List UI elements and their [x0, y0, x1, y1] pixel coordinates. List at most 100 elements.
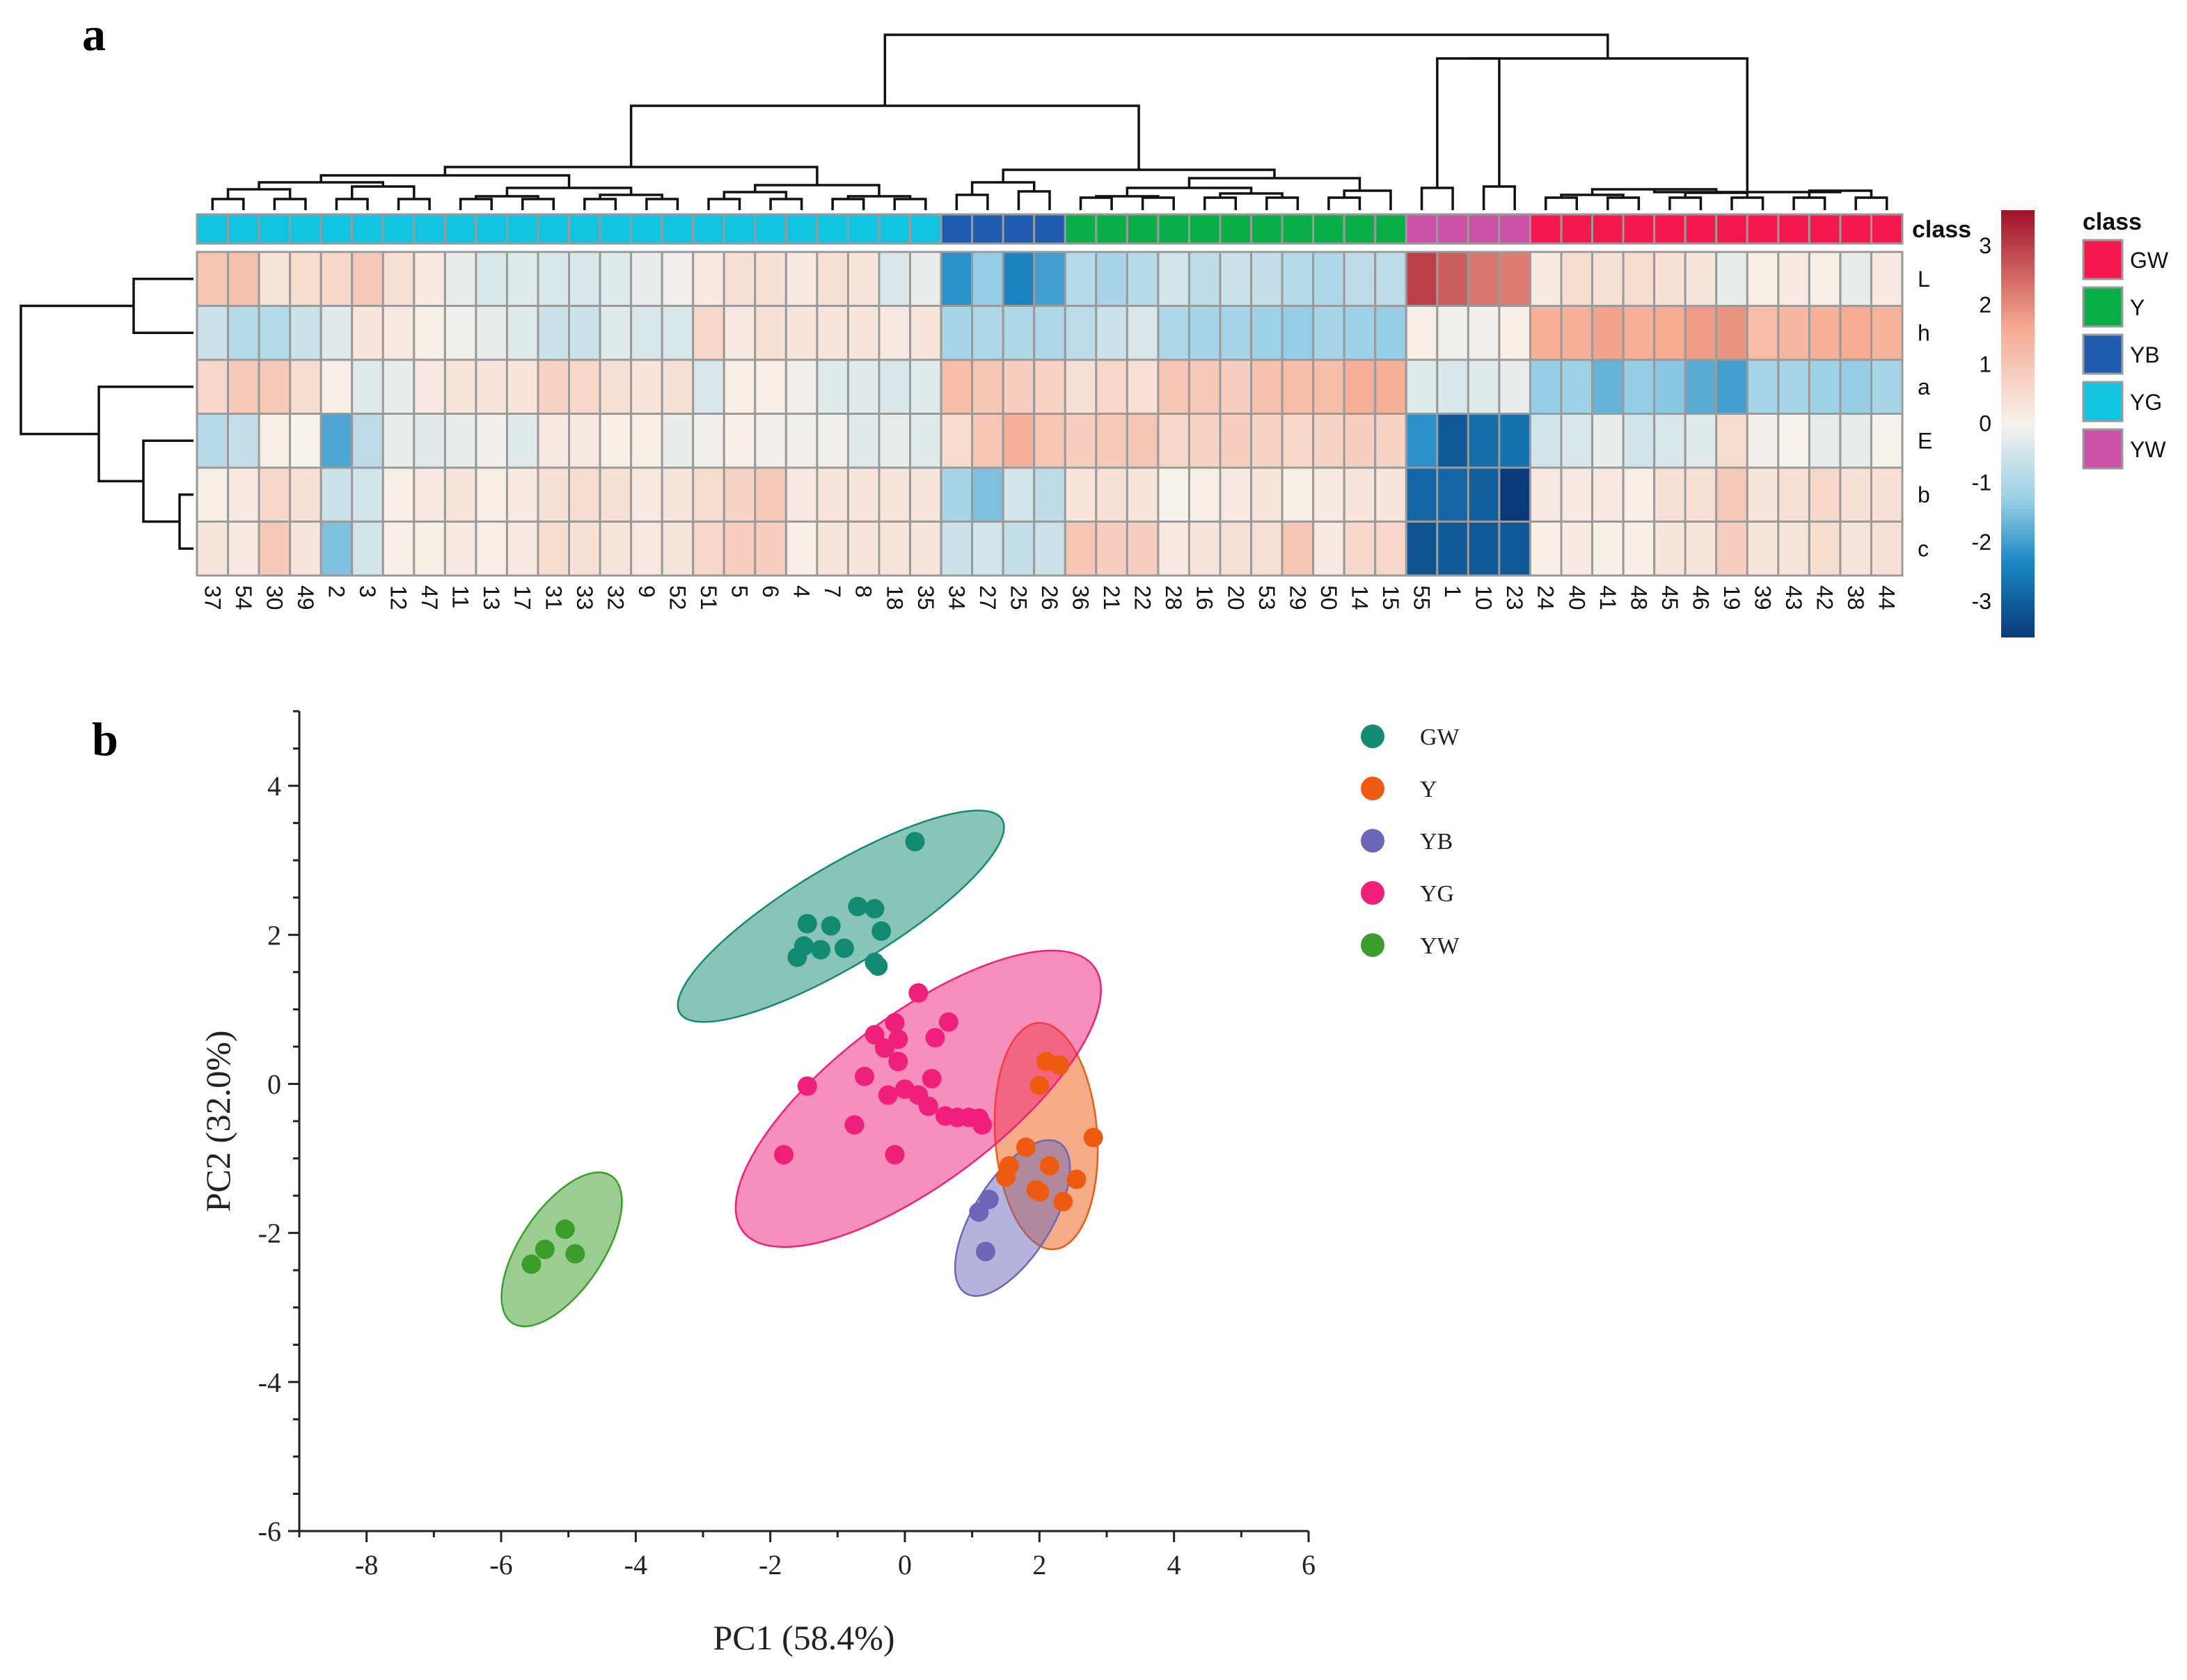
heatmap-cell: [599, 251, 633, 307]
heatmap-cell: [630, 251, 663, 307]
heatmap-cell: [475, 251, 508, 307]
class-bar-cell: [351, 213, 384, 245]
heatmap-cell: [227, 466, 260, 523]
heatmap-cell: [1684, 251, 1718, 307]
class-bar-cell: [940, 213, 974, 245]
colorbar-step: [2001, 597, 2035, 602]
heatmap-column-label: 43: [1781, 585, 1806, 610]
heatmap-cell: [1746, 251, 1780, 307]
heatmap-cell: [878, 413, 912, 469]
dendrogram-link: [178, 493, 194, 550]
pca-point-yg: [925, 1028, 945, 1048]
heatmap-cells: [196, 251, 1904, 577]
class-legend-label: Y: [2130, 295, 2145, 320]
class-bar-cell: [1560, 213, 1594, 245]
heatmap-cell: [1777, 305, 1810, 361]
class-bar-cell: [1746, 213, 1780, 245]
pca-legend-label: YW: [1420, 933, 1460, 959]
heatmap-cell: [1529, 466, 1563, 523]
heatmap-cell: [816, 413, 849, 469]
dendrogram-link: [883, 33, 1609, 106]
heatmap-column-label: 2: [324, 585, 349, 598]
pca-points: [521, 832, 1103, 1274]
heatmap-cell: [196, 358, 230, 415]
colorbar-step: [2001, 619, 2035, 624]
pca-point-gw: [821, 916, 841, 936]
heatmap-cell: [1839, 305, 1872, 361]
heatmap-column-label: 17: [510, 585, 535, 610]
class-legend-swatch: [2082, 381, 2124, 422]
dendrogram-link: [769, 198, 803, 210]
colorbar-step: [2001, 501, 2035, 506]
heatmap-cell: [1095, 466, 1128, 523]
heatmap-row-label: h: [1918, 320, 1930, 345]
colorbar-step: [2001, 573, 2035, 578]
heatmap-column-label: 11: [448, 585, 473, 608]
dendrogram-link: [1468, 57, 1749, 188]
heatmap-cell: [196, 305, 230, 361]
colorbar-step: [2001, 246, 2035, 251]
colorbar-step: [2001, 448, 2035, 453]
class-annotation-bar: [196, 213, 1904, 245]
class-legend-title: class: [2083, 209, 2142, 235]
dendrogram-link: [521, 198, 555, 210]
heatmap-cell: [413, 413, 446, 469]
heatmap-cell: [1002, 358, 1036, 415]
heatmap-cell: [1653, 521, 1687, 577]
pca-point-yg: [922, 1068, 942, 1088]
heatmap-cell: [1498, 358, 1531, 415]
class-bar-cell: [1436, 213, 1469, 245]
colorbar-step: [2001, 221, 2035, 225]
pca-point-gw: [835, 938, 854, 958]
heatmap-cell: [443, 413, 477, 469]
heatmap-cell: [846, 413, 881, 469]
class-bar-cell: [723, 213, 757, 245]
class-bar-cell: [1839, 213, 1872, 245]
heatmap-cell: [1777, 413, 1810, 469]
heatmap-column-label: 9: [634, 585, 659, 598]
heatmap-column-label: 18: [882, 585, 907, 610]
colorbar-step: [2001, 342, 2035, 347]
pca-point-yg: [885, 1013, 905, 1033]
heatmap-cell: [754, 305, 787, 361]
colorbar-step: [2001, 384, 2035, 389]
colorbar-step: [2001, 409, 2035, 414]
class-bar-cell: [1343, 213, 1377, 245]
heatmap-row-label: E: [1918, 428, 1932, 453]
heatmap-column-label: 41: [1595, 585, 1620, 610]
row-dendrogram: [19, 278, 194, 550]
pca-legend-label: YG: [1420, 881, 1454, 907]
heatmap-cell: [1095, 413, 1128, 469]
heatmap-cell: [1187, 521, 1222, 577]
heatmap-cell: [351, 466, 384, 523]
heatmap-column-label: 40: [1564, 585, 1589, 610]
pca-x-axis-title: PC1 (58.4%): [713, 1618, 894, 1657]
colorbar-step: [2001, 526, 2035, 531]
heatmap-column-label: 14: [1347, 585, 1372, 610]
class-bar-cell: [1405, 213, 1439, 245]
heatmap-cell: [1219, 358, 1253, 415]
colorbar-tick-label: -2: [1972, 530, 1991, 555]
heatmap-cell: [940, 305, 974, 361]
colorbar-step: [2001, 626, 2035, 631]
heatmap-cell: [1064, 305, 1098, 361]
colorbar-step: [2001, 590, 2035, 595]
heatmap-cell: [1250, 251, 1284, 307]
heatmap-cell: [1808, 413, 1842, 469]
class-bar-label: class: [1912, 216, 1971, 243]
heatmap-cell: [1064, 466, 1098, 523]
heatmap-cell: [1281, 358, 1315, 415]
heatmap-column-label: 36: [1068, 585, 1094, 610]
heatmap-cell: [692, 305, 725, 361]
colorbar-tick-label: -3: [1972, 589, 1991, 614]
heatmap-cell: [1715, 466, 1748, 523]
colorbar-step: [2001, 555, 2035, 560]
pca-legend-marker-yw: [1361, 933, 1384, 957]
colorbar-step: [2001, 391, 2035, 396]
heatmap-cell: [1560, 521, 1594, 577]
heatmap-cell: [381, 358, 416, 415]
colorbar-step: [2001, 519, 2035, 524]
heatmap-cell: [661, 521, 695, 577]
heatmap-cell: [505, 358, 539, 415]
heatmap-cell: [754, 413, 787, 469]
